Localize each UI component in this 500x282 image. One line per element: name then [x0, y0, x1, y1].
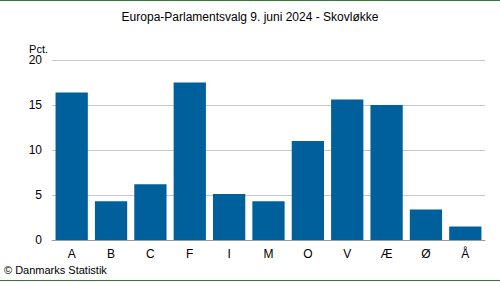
svg-text:Ø: Ø: [421, 247, 430, 261]
svg-text:I: I: [227, 247, 230, 261]
svg-text:O: O: [303, 247, 312, 261]
svg-text:V: V: [343, 247, 351, 261]
svg-text:M: M: [264, 247, 274, 261]
svg-text:C: C: [146, 247, 155, 261]
svg-text:Europa-Parlamentsvalg 9. juni: Europa-Parlamentsvalg 9. juni 2024 - Sko…: [122, 10, 379, 24]
svg-text:Pct.: Pct.: [29, 42, 48, 55]
svg-text:5: 5: [35, 188, 42, 202]
svg-text:© Danmarks Statistik: © Danmarks Statistik: [4, 264, 107, 276]
svg-text:F: F: [186, 247, 193, 261]
svg-text:A: A: [68, 247, 76, 261]
svg-text:15: 15: [29, 98, 43, 112]
svg-text:10: 10: [29, 143, 43, 157]
svg-text:Æ: Æ: [381, 247, 393, 261]
svg-text:0: 0: [35, 233, 42, 247]
svg-text:20: 20: [29, 53, 43, 67]
svg-text:Å: Å: [461, 246, 469, 261]
svg-text:B: B: [107, 247, 115, 261]
